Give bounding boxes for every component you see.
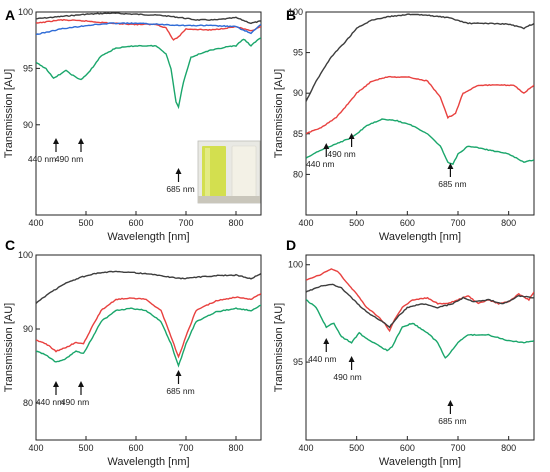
y-tick-label: 100 <box>288 260 303 270</box>
annotation-label: 490 nm <box>327 149 355 159</box>
y-tick-label: 85 <box>293 129 303 139</box>
y-axis-label: Transmission [AU] <box>273 303 285 392</box>
y-tick-label: 90 <box>293 88 303 98</box>
annotation-label: 685 nm <box>438 179 466 189</box>
y-tick-label: 80 <box>293 169 303 179</box>
x-tick-label: 400 <box>298 443 313 453</box>
chart-panel-c: C 400 500 600 700 800 80 90 100 Wavelength [nm] Tr… <box>3 237 262 468</box>
series-line <box>36 304 261 368</box>
x-axis-label: Wavelength [nm] <box>379 231 461 243</box>
annotation-arrowhead <box>53 381 59 387</box>
series-line <box>36 12 261 25</box>
annotation-arrowhead <box>175 168 182 174</box>
x-tick-label: 600 <box>400 443 415 453</box>
panel-label: A <box>5 7 15 23</box>
annotation-arrowhead <box>78 138 84 144</box>
y-tick-label: 100 <box>18 7 33 17</box>
panel-label: D <box>286 237 296 253</box>
annotation-arrowhead <box>53 138 59 144</box>
annotation-label: 440 nm <box>308 354 336 364</box>
series-line <box>36 292 261 359</box>
y-tick-label: 95 <box>293 357 303 367</box>
annotation-arrowhead <box>323 338 330 344</box>
series-line <box>36 22 261 36</box>
annotation-arrowhead <box>348 133 355 139</box>
x-tick-label: 800 <box>228 218 243 228</box>
series-line <box>306 75 534 135</box>
annotation-label: 440 nm <box>306 159 334 169</box>
x-tick-label: 400 <box>28 218 43 228</box>
x-tick-label: 500 <box>78 218 93 228</box>
chart-panel-b: B 400 500 600 700 800 80 85 90 95 100 Wavelength [n… <box>273 7 535 243</box>
x-tick-label: 700 <box>450 443 465 453</box>
cuvette-green-highlight <box>205 148 210 198</box>
x-axis-label: Wavelength [nm] <box>379 456 461 468</box>
x-tick-label: 800 <box>228 443 243 453</box>
y-axis-label: Transmission [AU] <box>3 69 15 158</box>
y-tick-label: 90 <box>23 324 33 334</box>
annotation-arrowhead <box>348 356 355 362</box>
series-line <box>306 13 534 102</box>
annotation-arrowhead <box>78 381 84 387</box>
y-tick-label: 95 <box>293 48 303 58</box>
x-tick-label: 700 <box>178 218 193 228</box>
x-tick-label: 500 <box>78 443 93 453</box>
x-tick-label: 500 <box>349 443 364 453</box>
annotation-label: 685 nm <box>438 416 466 426</box>
x-tick-label: 700 <box>450 218 465 228</box>
x-axis-label: Wavelength [nm] <box>107 456 189 468</box>
inset-base <box>198 196 260 203</box>
series-line <box>306 118 534 166</box>
annotation-arrowhead <box>447 400 454 406</box>
y-tick-label: 95 <box>23 63 33 73</box>
x-tick-label: 700 <box>178 443 193 453</box>
x-axis-label: Wavelength [nm] <box>107 231 189 243</box>
annotation-label: 490 nm <box>61 397 89 407</box>
plot-frame <box>305 254 535 441</box>
chart-panel-d: D 400 500 600 700 800 95 100 Wavelength [nm] Tran… <box>273 237 535 468</box>
plot-frame <box>35 11 262 216</box>
annotation-arrowhead <box>175 370 182 376</box>
cuvette-clear <box>231 145 257 201</box>
panel-label: C <box>5 237 15 253</box>
y-tick-label: 100 <box>288 7 303 17</box>
annotation-arrowhead <box>447 163 454 169</box>
x-tick-label: 800 <box>501 443 516 453</box>
series-line <box>36 270 261 304</box>
series-line <box>36 37 261 110</box>
plot-frame <box>305 11 535 216</box>
chart-panel-a: A 400 500 600 700 800 90 95 100 Wavelength [nm] Tr… <box>3 7 262 243</box>
annotation-label: 685 nm <box>166 386 194 396</box>
annotation-arrowhead <box>323 143 330 149</box>
annotation-label: 440 nm <box>28 154 56 164</box>
x-tick-label: 400 <box>28 443 43 453</box>
x-tick-label: 400 <box>298 218 313 228</box>
annotation-label: 490 nm <box>333 372 361 382</box>
annotation-label: 685 nm <box>166 184 194 194</box>
x-tick-label: 500 <box>349 218 364 228</box>
plot-frame <box>35 254 262 441</box>
x-tick-label: 600 <box>128 443 143 453</box>
y-axis-label: Transmission [AU] <box>273 69 285 158</box>
series-line <box>306 299 534 359</box>
y-tick-label: 80 <box>23 398 33 408</box>
y-tick-label: 90 <box>23 120 33 130</box>
series-line <box>306 283 534 329</box>
x-tick-label: 800 <box>501 218 516 228</box>
annotation-label: 490 nm <box>55 154 83 164</box>
annotation-label: 440 nm <box>36 397 64 407</box>
x-tick-label: 600 <box>400 218 415 228</box>
inset-cuvette-photo <box>197 140 261 204</box>
y-axis-label: Transmission [AU] <box>3 303 15 392</box>
panel-label: B <box>286 7 296 23</box>
series-line <box>36 18 261 41</box>
x-tick-label: 600 <box>128 218 143 228</box>
series-line <box>306 268 534 333</box>
y-tick-label: 100 <box>18 250 33 260</box>
